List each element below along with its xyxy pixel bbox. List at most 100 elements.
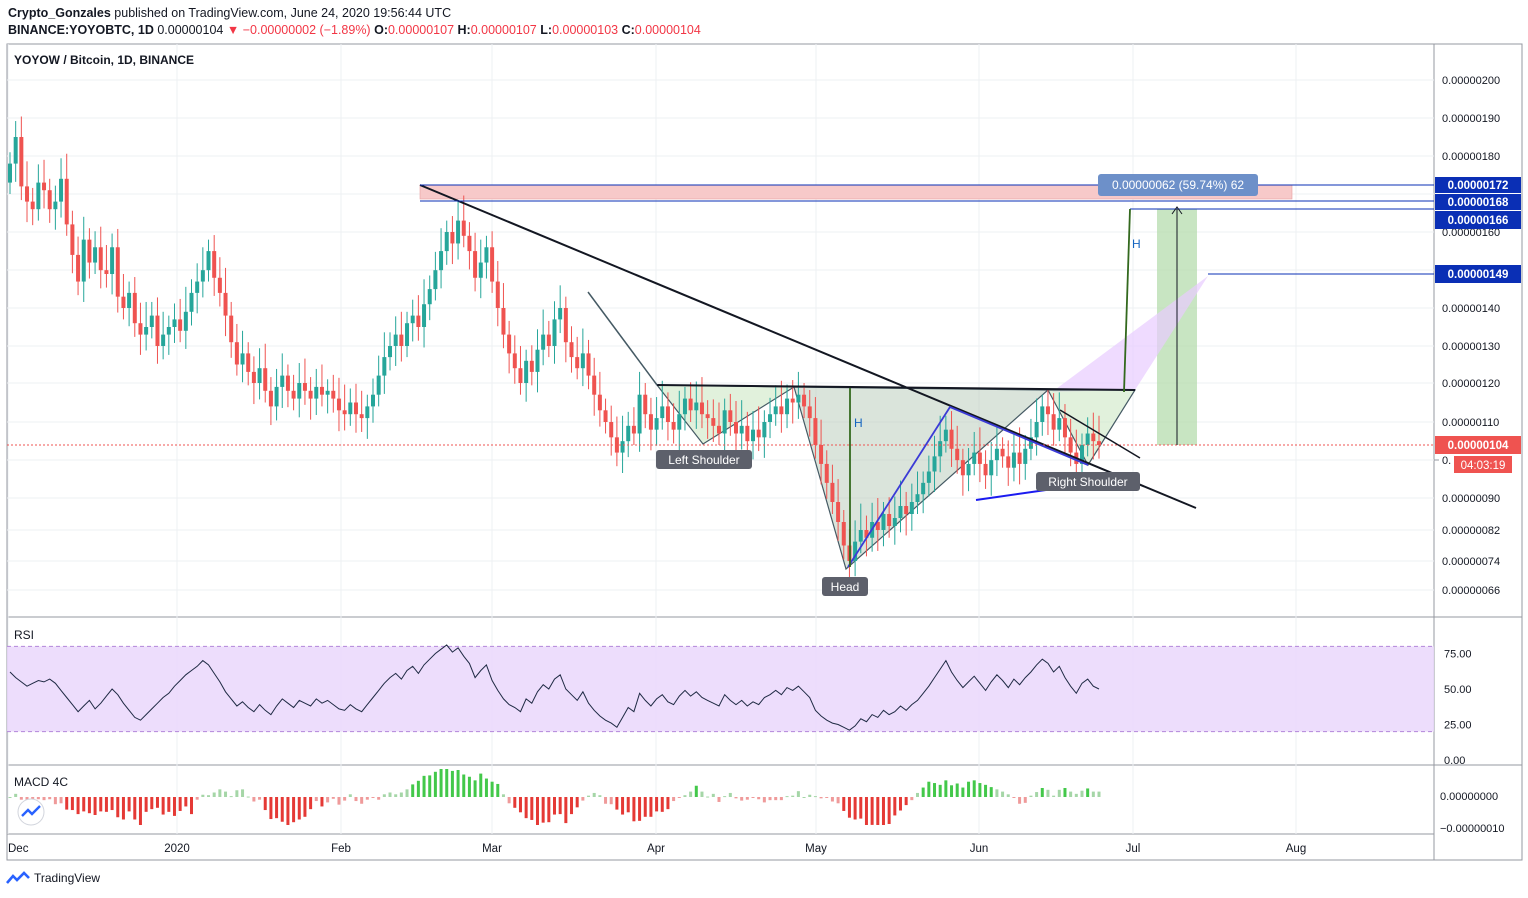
time-tick: Jun xyxy=(970,843,989,855)
candle-body xyxy=(410,315,415,324)
macd-bar xyxy=(609,797,613,805)
macd-bar xyxy=(360,797,364,804)
macd-bar xyxy=(371,797,375,798)
candle-body xyxy=(189,292,194,312)
candle-body xyxy=(524,360,529,383)
macd-bar xyxy=(229,796,233,798)
macd-bar xyxy=(365,797,369,800)
candle-body xyxy=(319,386,324,395)
left-shoulder-badge[interactable] xyxy=(656,450,752,469)
macd-bar xyxy=(127,797,131,812)
macd-bar xyxy=(42,797,46,801)
macd-bar xyxy=(723,796,727,798)
candle-body xyxy=(1068,437,1073,453)
macd-bar xyxy=(587,795,591,797)
price-tick: 0.00000082 xyxy=(1442,525,1500,537)
macd-bar xyxy=(138,797,142,825)
footer-brand[interactable]: TradingView xyxy=(34,871,101,885)
macd-bar xyxy=(1046,789,1050,797)
macd-bar xyxy=(65,797,69,810)
macd-bar xyxy=(110,797,114,811)
macd-bar xyxy=(1063,788,1067,797)
right-shoulder-trendline[interactable] xyxy=(1059,409,1141,459)
candle-body xyxy=(104,270,109,274)
candle-body xyxy=(699,402,704,415)
svg-text:0.00000172: 0.00000172 xyxy=(1448,180,1509,192)
head-badge[interactable] xyxy=(822,577,868,596)
macd-bar xyxy=(802,797,806,798)
candle-body xyxy=(268,390,273,407)
macd-bar xyxy=(745,797,749,800)
price-tick: 0.00000180 xyxy=(1442,151,1500,163)
rsi-label: RSI xyxy=(14,628,34,642)
macd-bar xyxy=(700,791,704,797)
candle-body xyxy=(807,406,812,419)
macd-bar xyxy=(462,774,466,797)
macd-bar xyxy=(666,797,670,810)
macd-bar xyxy=(989,787,993,797)
candle-body xyxy=(682,398,687,415)
candle-body xyxy=(382,357,387,376)
macd-bar xyxy=(48,797,52,800)
macd-bar xyxy=(422,775,426,797)
macd-bar xyxy=(161,797,165,815)
candle-body xyxy=(478,262,483,278)
svg-text:0.00000149: 0.00000149 xyxy=(1448,269,1509,281)
chart-header: Crypto_Gonzales published on TradingView… xyxy=(8,5,701,39)
candle-body xyxy=(745,425,750,442)
abcd-pattern[interactable] xyxy=(847,405,1089,568)
candle-body xyxy=(705,414,710,419)
macd-bar xyxy=(893,797,897,816)
candle-body xyxy=(30,201,35,210)
macd-bar xyxy=(768,797,772,801)
candle-body xyxy=(819,445,824,464)
macd-bar xyxy=(297,797,301,820)
tradingview-logo-icon[interactable] xyxy=(17,798,45,826)
price-tick: 0. xyxy=(1442,455,1451,467)
macd-bar xyxy=(910,797,914,801)
candle-body xyxy=(280,375,285,387)
macd-bar xyxy=(433,771,437,797)
candle-body xyxy=(631,425,636,434)
target-height-leg[interactable] xyxy=(1123,208,1131,393)
publish-info: published on TradingView.com, June 24, 2… xyxy=(114,6,452,20)
candle-body xyxy=(325,390,330,395)
descending-trendline[interactable] xyxy=(419,184,1197,509)
macd-bar xyxy=(779,797,783,801)
candle-body xyxy=(331,390,336,399)
candle-body xyxy=(1045,406,1050,415)
macd-bar xyxy=(354,797,358,802)
candle-body xyxy=(467,235,472,252)
pattern-entry-line[interactable] xyxy=(587,291,658,386)
candle-body xyxy=(348,402,353,415)
macd-bar xyxy=(887,797,891,824)
candle-body xyxy=(138,323,143,335)
candle-body xyxy=(688,398,693,411)
measure-badge[interactable] xyxy=(1098,174,1258,196)
projection-wedge[interactable] xyxy=(1050,276,1208,392)
candle-body xyxy=(960,460,965,476)
candle-body xyxy=(240,353,245,365)
candle-body xyxy=(546,334,551,346)
candle-body xyxy=(875,522,880,530)
right-shoulder-badge[interactable] xyxy=(1036,472,1140,491)
publisher-name[interactable]: Crypto_Gonzales xyxy=(8,6,111,20)
macd-bar xyxy=(575,797,579,808)
candle-body xyxy=(711,418,716,426)
macd-bar xyxy=(224,791,228,797)
macd-bar xyxy=(93,797,97,815)
candle-body xyxy=(1017,452,1022,464)
rsi-band xyxy=(7,646,1434,732)
candlestick-series xyxy=(8,116,1101,581)
macd-bar xyxy=(967,781,971,797)
candle-body xyxy=(13,137,18,164)
macd-bar xyxy=(331,797,335,799)
macd-bar xyxy=(484,778,488,797)
macd-bar xyxy=(416,780,420,797)
macd-bar xyxy=(762,797,766,803)
candle-body xyxy=(694,402,699,411)
macd-zero-tick: 0.00000000 xyxy=(1440,791,1498,803)
neckline[interactable] xyxy=(656,384,1136,391)
candle-body xyxy=(1034,422,1039,438)
